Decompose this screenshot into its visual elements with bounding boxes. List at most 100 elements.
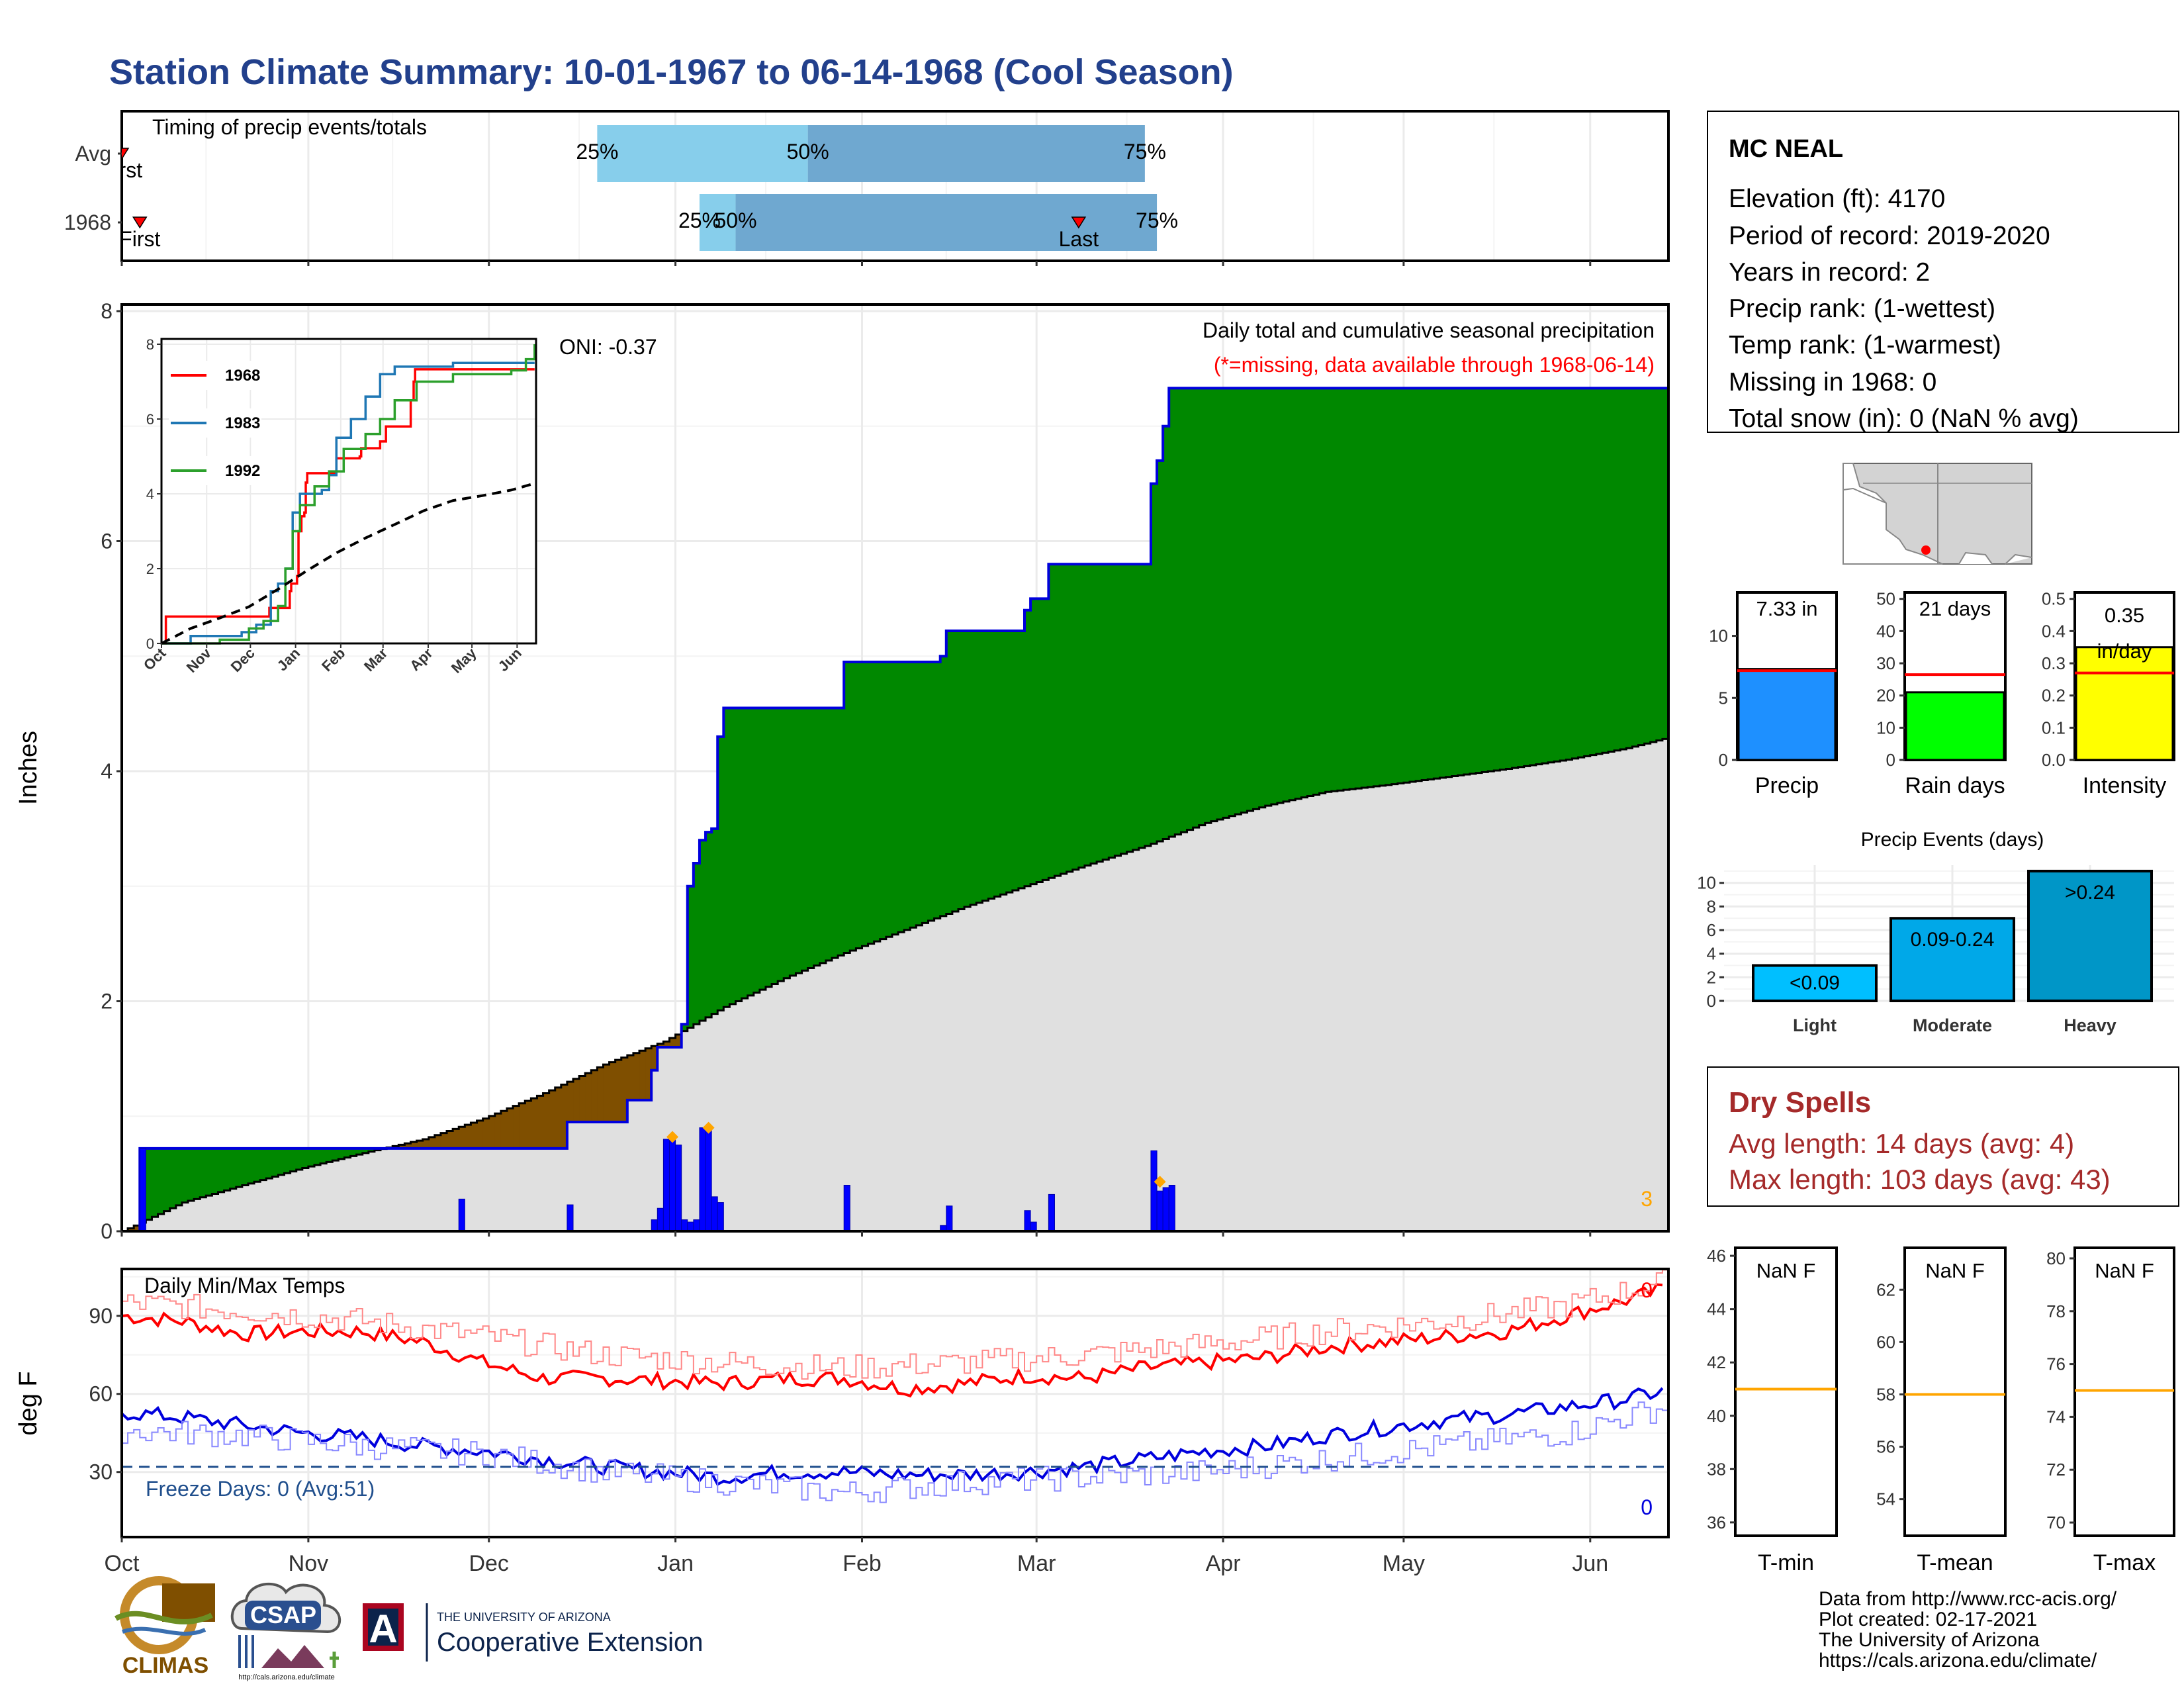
precip-departure-segment [645,1048,652,1100]
inset-legend-label: 1968 [225,367,260,385]
precip-departure-segment [1439,388,1447,778]
temp-summary-ytick-label: 70 [2046,1513,2066,1532]
small-bar-title: Intensity [2083,773,2167,798]
daily-precip-bar [1162,1187,1169,1232]
precip-departure-segment [440,1133,447,1149]
events-xtick-label: Moderate [1913,1015,1992,1035]
ua-cooperative-extension: Cooperative Extension [437,1628,703,1657]
inset-xtick-label: Nov [183,644,215,676]
month-axis-label: Nov [289,1551,328,1576]
max-count: 0 [1641,1278,1653,1302]
month-axis-label: Dec [469,1551,508,1576]
temp-ytick-label: 30 [89,1460,113,1484]
events-bar [1889,917,2015,1003]
precip-departure-segment [1445,388,1453,777]
station-line: Precip rank: (1-wettest) [1729,295,1995,323]
inset-xtick-label: Dec [228,645,258,675]
temp-series-line [122,1269,1668,1380]
temp-panel: 30 60 90 deg F Daily Min/Max Temps Freeze … [15,1268,1670,1542]
precip-departure-segment [1169,388,1175,837]
precip-departure-segment [597,1067,604,1122]
footer-line: Plot created: 02-17-2021 [1819,1609,2037,1630]
precip-departure-segment [206,1148,213,1196]
temp-summary-ytick-label: 44 [1707,1299,1726,1319]
precip-departure-segment [819,708,827,963]
daily-precip-bar [1030,1221,1037,1232]
precip-departure-segment [465,1125,472,1149]
precip-departure-segment [1103,564,1109,860]
precip-departure-segment [681,1024,688,1031]
precip-departure-segment [519,1103,525,1149]
csap-logo-url: http://cals.arizona.edu/climate [238,1673,335,1681]
small-bar-unit-label: in/day [2097,639,2152,663]
precip-departure-segment [1331,388,1338,792]
dry-spells-avg: Avg length: 14 days (avg: 4) [1729,1128,2074,1159]
precip-departure-segment [1433,388,1441,779]
precip-departure-segment [543,1093,550,1149]
precip-departure-segment [531,1098,538,1149]
inset-legend-label: 1983 [225,414,260,432]
small-bar-chart: 0 5 10 7.33 in Precip [1709,591,1838,798]
precip-departure-segment [398,1145,405,1149]
precip-departure-segment [266,1148,273,1179]
temp-summary-ytick-label: 76 [2046,1354,2066,1374]
precip-departure-segment [555,1087,562,1149]
temp-ylabel: deg F [15,1371,42,1435]
daily-precip-bar [1168,1185,1175,1232]
precip-departure-segment [1120,564,1128,854]
small-bar-ytick-label: 0 [1886,750,1895,770]
daily-precip-bar [1150,1150,1158,1232]
daily-precip-bar [675,1145,682,1232]
page-title: Station Climate Summary: 10-01-1967 to 0… [109,52,1234,92]
precip-ytick-label: 2 [101,990,113,1013]
csap-logo-text: CSAP [250,1601,316,1628]
precip-departure-segment [1078,564,1085,868]
precip-departure-segment [1614,388,1621,751]
precip-departure-segment [1572,388,1579,759]
precip-departure-segment [1193,388,1200,828]
small-bar-ytick-label: 0.5 [2042,589,2066,609]
precip-departure-segment [1247,388,1254,811]
precip-departure-segment [1620,388,1627,749]
temp-summary-title: T-max [2093,1550,2156,1575]
precip-departure-segment [1361,388,1368,788]
precip-departure-segment [1409,388,1416,782]
precip-departure-segment [1132,564,1140,850]
daily-precip-bar [657,1207,664,1232]
precip-departure-segment [735,708,743,1002]
precip-departure-segment [1518,388,1525,767]
precip-departure-segment [1000,631,1007,895]
precip-departure-segment [1325,388,1332,792]
precip-departure-segment [904,661,911,930]
daily-precip-bar [1156,1190,1163,1232]
footer-line: The University of Arizona [1819,1629,2040,1651]
precip-departure-segment [603,1064,610,1122]
precip-departure-segment [579,1076,586,1122]
events-ytick-label: 2 [1707,967,1716,987]
precip-departure-segment [1091,564,1097,864]
precip-departure-segment [1476,388,1482,773]
station-line: Temp rank: (1-warmest) [1729,331,2001,359]
month-axis-label: Mar [1017,1551,1056,1576]
precip-departure-segment [1138,564,1146,848]
precip-departure-segment [1428,388,1434,780]
temp-summary-ytick-label: 38 [1707,1459,1726,1479]
precip-departure-segment [1301,388,1308,798]
climas-logo-text: CLIMAS [122,1653,208,1678]
precip-departure-segment [880,661,887,939]
precip-departure-segment [296,1148,303,1170]
precip-departure-segment [260,1148,267,1180]
precip-departure-segment [910,661,917,928]
precip-departure-segment [567,1082,574,1122]
timing-panel-label: Timing of precip events/totals [152,115,427,139]
precip-departure-segment [1560,388,1567,761]
precip-departure-segment [1187,388,1194,830]
precip-departure-segment [1349,388,1356,790]
precip-departure-segment [434,1135,441,1149]
station-line: Period of record: 2019-2020 [1729,222,2050,250]
timing-p50-label: 50% [715,209,757,232]
small-bar-value-label: 7.33 in [1756,597,1817,620]
precip-departure-segment [1181,388,1188,833]
precip-departure-segment [356,1148,363,1155]
